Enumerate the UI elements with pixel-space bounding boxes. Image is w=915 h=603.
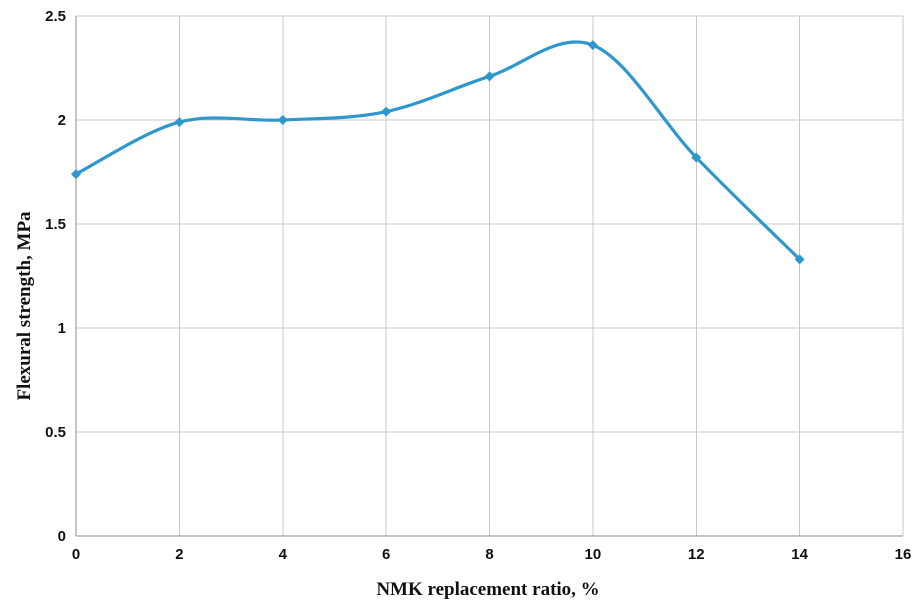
x-tick-label: 16	[895, 546, 912, 563]
data-point-marker	[174, 117, 185, 128]
y-axis-title: Flexural strength, MPa	[14, 211, 35, 401]
x-tick-labels: 0 2 4 6 8 10 12 14 16	[72, 546, 912, 563]
y-tick-label: 1	[58, 320, 66, 337]
data-point-marker	[277, 115, 288, 125]
series-line	[74, 40, 802, 261]
data-point-marker	[794, 254, 805, 265]
x-tick-label: 2	[175, 546, 183, 563]
y-tick-label: 1.5	[45, 216, 66, 233]
x-tick-label: 0	[72, 546, 80, 563]
data-point-marker	[71, 169, 81, 180]
axes	[75, 16, 903, 537]
data-point-marker	[587, 40, 598, 51]
series-layer	[71, 40, 805, 265]
x-tick-label: 6	[382, 546, 390, 563]
y-tick-label: 2	[58, 112, 66, 129]
x-tick-label: 14	[791, 546, 808, 563]
data-point-marker	[691, 152, 702, 163]
y-tick-label: 0	[58, 528, 66, 545]
data-point-marker	[381, 106, 392, 117]
x-tick-label: 8	[485, 546, 493, 563]
y-tick-label: 0.5	[45, 424, 66, 441]
y-tick-labels: 0 0.5 1 1.5 2 2.5	[45, 8, 66, 545]
x-tick-label: 12	[688, 546, 705, 563]
grid	[76, 15, 904, 536]
x-tick-label: 10	[585, 546, 602, 563]
data-point-marker	[484, 71, 495, 82]
x-tick-label: 4	[279, 546, 288, 563]
x-axis-title: NMK replacement ratio, %	[376, 579, 599, 600]
y-tick-label: 2.5	[45, 8, 66, 25]
